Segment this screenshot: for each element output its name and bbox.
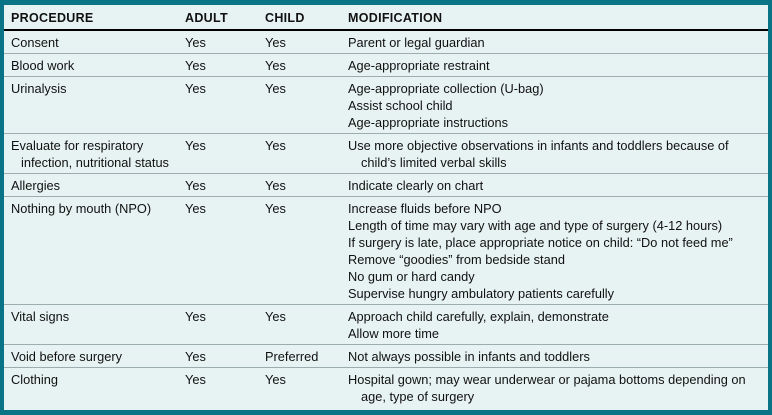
child-cell: Yes [265, 35, 286, 50]
modification-cell: Age-appropriate restraint [348, 53, 768, 77]
modification-line: Length of time may vary with age and typ… [348, 218, 723, 233]
procedure-cell: Clothing [4, 367, 185, 407]
modification-line: Assist school child [348, 98, 453, 113]
table-row: Evaluate for respiratory infection, nutr… [4, 133, 768, 174]
child-cell: Yes [265, 196, 348, 305]
modification-line: Parent or legal guardian [348, 35, 485, 50]
adult-cell: Yes [185, 367, 265, 407]
adult-cell: Yes [185, 133, 265, 174]
modification-cell: Hospital gown; may wear underwear or paj… [348, 367, 768, 407]
adult-cell: Yes [185, 76, 265, 134]
procedure-cell: Allergies [4, 173, 185, 197]
procedure-cell: Nothing by mouth (NPO) [4, 196, 185, 305]
table-row: Nothing by mouth (NPO) Yes Yes Increase … [4, 196, 768, 305]
child-cell: Yes [265, 173, 348, 197]
modification-line: Use more objective observations in infan… [348, 138, 729, 170]
procedure-cell: Consent [11, 35, 59, 50]
adult-cell: Yes [185, 196, 265, 305]
procedure-cell: Blood work [4, 53, 185, 77]
child-cell: Yes [265, 304, 348, 345]
procedure-cell: Void before surgery [4, 344, 185, 368]
header-row: PROCEDURE ADULT CHILD MODIFICATION [4, 5, 768, 31]
column-header-child: CHILD [265, 5, 348, 31]
adult-cell: Yes [185, 35, 206, 50]
modification-line: Supervise hungry ambulatory patients car… [348, 286, 615, 301]
child-cell: Yes [265, 133, 348, 174]
procedure-cell: Urinalysis [4, 76, 185, 134]
modification-line: Approach child carefully, explain, demon… [348, 309, 609, 324]
adult-cell: Yes [185, 53, 265, 77]
modification-cell: Age-appropriate collection (U-bag) Assist… [348, 76, 768, 134]
modification-line: Age-appropriate collection (U-bag) [348, 81, 544, 96]
modification-cell: Not always possible in infants and toddl… [348, 344, 768, 368]
modification-line: Remove “goodies” from bedside stand [348, 252, 565, 267]
child-cell: Yes [265, 367, 348, 407]
modification-line: If surgery is late, place appropriate no… [348, 235, 733, 250]
modification-line: Age-appropriate restraint [348, 58, 490, 73]
modification-line: Increase fluids before NPO [348, 201, 502, 216]
adult-cell: Yes [185, 173, 265, 197]
child-cell: Yes [265, 53, 348, 77]
adult-cell: Yes [185, 304, 265, 345]
table-row: Blood work Yes Yes Age-appropriate restr… [4, 53, 768, 77]
column-header-modification: MODIFICATION [348, 5, 768, 31]
child-cell: Yes [265, 76, 348, 134]
modification-line: Age-appropriate instructions [348, 115, 509, 130]
procedure-cell: Vital signs [4, 304, 185, 345]
procedure-cell: Evaluate for respiratory infection, nutr… [4, 133, 185, 174]
child-cell: Preferred [265, 344, 348, 368]
modification-line: Allow more time [348, 326, 440, 341]
column-header-procedure: PROCEDURE [4, 5, 185, 31]
modification-line: Not always possible in infants and toddl… [348, 349, 590, 364]
data-table: PROCEDURE ADULT CHILD MODIFICATION Conse… [4, 5, 768, 407]
modification-cell: Use more objective observations in infan… [348, 133, 768, 174]
modification-cell: Increase fluids before NPO Length of time… [348, 196, 768, 305]
modification-cell: Indicate clearly on chart [348, 173, 768, 197]
modification-line: Hospital gown; may wear underwear or paj… [348, 372, 746, 404]
table-row: Void before surgery Yes Preferred Not al… [4, 344, 768, 368]
modification-line: Indicate clearly on chart [348, 178, 484, 193]
column-header-adult: ADULT [185, 5, 265, 31]
table-row: Vital signs Yes Yes Approach child caref… [4, 304, 768, 345]
table-row: Clothing Yes Yes Hospital gown; may wear… [4, 367, 768, 407]
table-row: Urinalysis Yes Yes Age-appropriate colle… [4, 76, 768, 134]
modification-cell: Parent or legal guardian [348, 30, 768, 54]
adult-cell: Yes [185, 344, 265, 368]
modification-line: No gum or hard candy [348, 269, 475, 284]
table-row: Consent Yes Yes Parent or legal guardian [4, 30, 768, 54]
table-row: Allergies Yes Yes Indicate clearly on ch… [4, 173, 768, 197]
modification-cell: Approach child carefully, explain, demon… [348, 304, 768, 345]
